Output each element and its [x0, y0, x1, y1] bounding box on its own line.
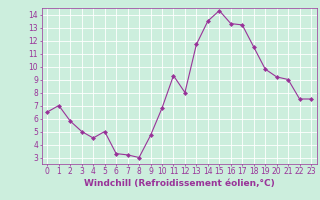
- X-axis label: Windchill (Refroidissement éolien,°C): Windchill (Refroidissement éolien,°C): [84, 179, 275, 188]
